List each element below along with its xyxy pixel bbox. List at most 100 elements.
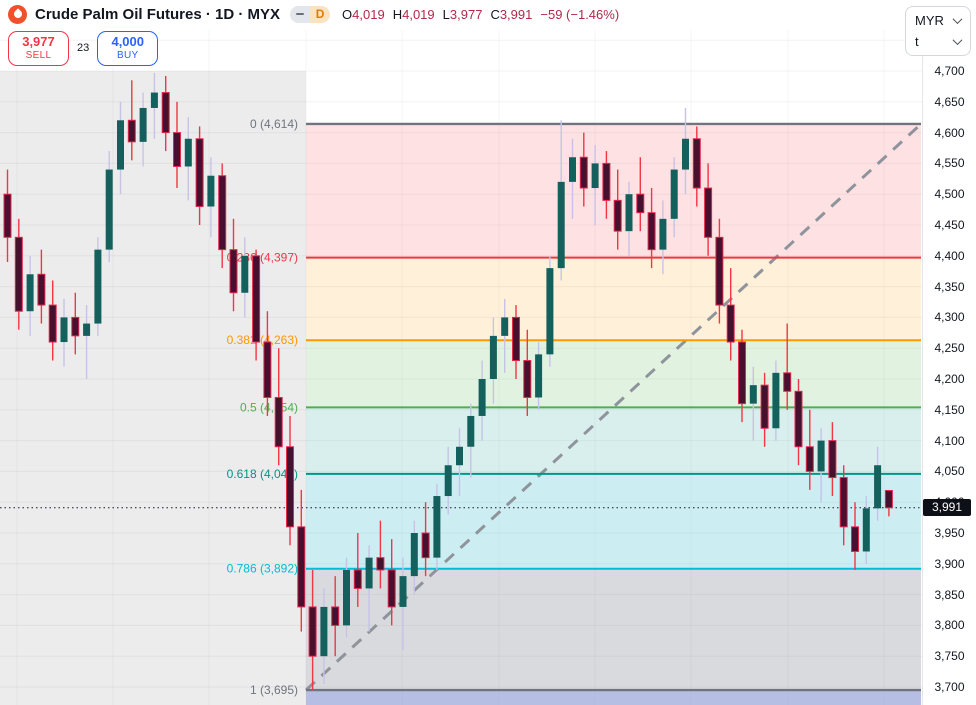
fib-level-label: 0.382 (4,263)	[227, 333, 298, 347]
candle-up	[94, 237, 102, 336]
candle-down	[48, 280, 57, 361]
candle-down	[783, 323, 792, 410]
candle-down	[173, 101, 181, 189]
candle-up	[444, 446, 452, 515]
candle-down	[828, 422, 837, 497]
fib-bands	[306, 123, 921, 705]
symbol-title[interactable]: Crude Palm Oil Futures · 1D · MYX	[35, 5, 281, 23]
candle-up	[117, 101, 124, 195]
price-tick: 3,700	[934, 680, 965, 694]
candle-down	[387, 539, 396, 626]
candle-down	[839, 465, 848, 546]
chart-canvas[interactable]: 0 (4,614)0.236 (4,397)0.382 (4,263)0.5 (…	[0, 0, 922, 705]
candle-up	[772, 360, 780, 441]
candle-down	[274, 348, 283, 466]
high-label: H	[392, 6, 403, 22]
close-label: C	[490, 6, 500, 22]
candle-up	[150, 72, 158, 139]
unit-dropdown[interactable]: t	[906, 31, 970, 52]
candle-up	[546, 255, 554, 367]
axis-settings-box: MYR t	[905, 6, 971, 56]
candle-up	[489, 317, 497, 404]
candle-up	[478, 360, 486, 441]
sell-label: SELL	[25, 49, 52, 61]
candle-down	[127, 80, 136, 161]
candle-down	[523, 329, 532, 416]
currency-dropdown[interactable]: MYR	[906, 10, 970, 31]
candle-down	[715, 218, 724, 324]
price-tick: 4,400	[934, 248, 965, 263]
price-tick: 3,750	[934, 649, 965, 664]
candle-up	[410, 520, 418, 595]
price-tick: 4,600	[934, 125, 965, 140]
trend-line[interactable]	[304, 122, 922, 692]
candle-up	[105, 151, 113, 262]
price-tick: 4,300	[934, 310, 965, 325]
fib-level-label: 0 (4,614)	[250, 117, 298, 131]
fib-level-label: 0.618 (4,046)	[227, 467, 298, 481]
candle-down	[726, 268, 735, 361]
interval-badge[interactable]: D	[310, 5, 331, 23]
candle-down	[297, 489, 306, 632]
candle-up	[207, 157, 215, 238]
price-tick: 4,150	[934, 402, 965, 417]
source-dash-icon[interactable]	[290, 5, 311, 23]
candle-down	[71, 292, 80, 355]
price-tick: 4,550	[934, 156, 965, 171]
currency-value: MYR	[915, 13, 944, 28]
price-tick: 4,700	[934, 64, 965, 78]
candle-down	[602, 151, 611, 219]
fib-level-label: 0.5 (4,154)	[240, 400, 298, 414]
candle-down	[704, 163, 713, 256]
price-tick: 4,450	[934, 218, 965, 232]
price-tick: 4,100	[934, 433, 965, 448]
candle-up	[749, 366, 757, 441]
candle-down	[229, 218, 238, 312]
unit-value: t	[915, 34, 919, 49]
candle-down	[851, 502, 859, 570]
low-label: L	[442, 6, 450, 22]
price-axis[interactable]: 4,700 4,650 4,600 4,550 4,500 4,450 4,400 4,350…	[922, 28, 976, 705]
candle-up	[535, 342, 543, 410]
candle-down	[37, 249, 46, 324]
open-label: O	[342, 6, 353, 22]
candle-up	[817, 428, 825, 503]
price-tick: 3,850	[934, 587, 965, 602]
low-value: 3,977	[449, 6, 483, 22]
candles	[3, 72, 893, 691]
candle-down	[14, 218, 23, 330]
candle-down	[421, 502, 430, 577]
candle-up	[874, 446, 882, 521]
candle-down	[636, 157, 645, 232]
trade-panel: 3,977 SELL 23 4,000 BUY	[8, 31, 159, 66]
close-value: 3,991	[499, 6, 533, 22]
candle-up	[670, 157, 678, 238]
sell-button[interactable]: 3,977 SELL	[8, 31, 69, 66]
candle-up	[139, 92, 147, 167]
price-tick: 4,350	[934, 279, 965, 294]
price-tick: 3,950	[934, 526, 965, 540]
ohlc-readout: O4,019 H4,019 L3,977 C3,991 −59 (−1.46%)	[342, 7, 627, 22]
candle-up	[60, 298, 68, 367]
out-of-range-overlay	[0, 71, 306, 705]
candle-up	[557, 120, 565, 281]
candle-down	[738, 329, 746, 423]
candle-down	[286, 415, 294, 546]
candle-down	[613, 169, 622, 250]
candle-down	[805, 409, 814, 490]
change-value: −59 (−1.46%)	[540, 6, 620, 22]
sell-price: 3,977	[22, 34, 55, 49]
candle-down	[3, 169, 12, 262]
buy-button[interactable]: 4,000 BUY	[97, 31, 159, 66]
price-tick: 4,500	[934, 187, 965, 202]
candle-up	[343, 557, 350, 638]
chevron-down-icon	[952, 35, 963, 46]
fib-level-label: 1 (3,695)	[250, 683, 298, 697]
candle-up	[625, 181, 633, 256]
candle-down	[331, 576, 340, 657]
candle-down	[512, 305, 520, 379]
candle-up	[591, 144, 599, 225]
legend-controls: D	[290, 5, 331, 23]
candle-down	[308, 569, 317, 691]
price-tick: 4,250	[934, 341, 965, 356]
